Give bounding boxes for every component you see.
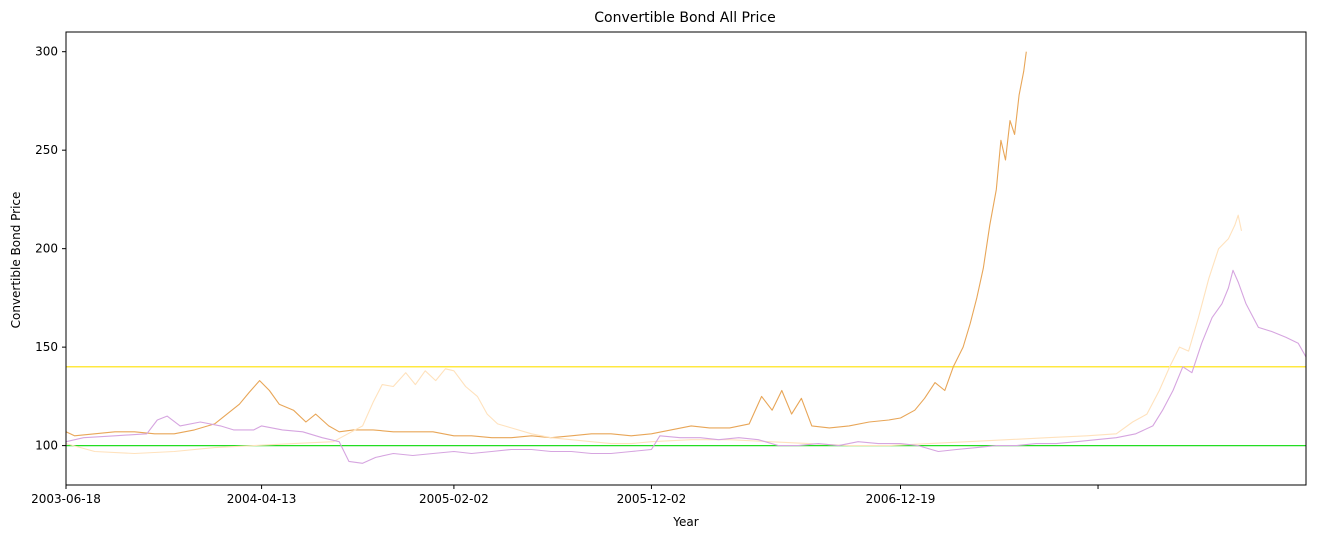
series-line-1 <box>66 51 1027 439</box>
chart-title: Convertible Bond All Price <box>594 10 775 26</box>
x-tick-label-1: 2004-04-13 <box>227 492 297 506</box>
x-tick-label-3: 2005-12-02 <box>617 492 687 506</box>
y-tick-label-200: 200 <box>35 242 58 256</box>
y-tick-label-150: 150 <box>35 340 58 354</box>
y-axis-label: Convertible Bond Price <box>9 192 23 329</box>
x-axis-label: Year <box>672 515 698 529</box>
x-tick-label-2: 2005-02-02 <box>419 492 489 506</box>
y-tick-label-100: 100 <box>35 439 58 453</box>
x-tick-label-4: 2006-12-19 <box>866 492 936 506</box>
series-line-2 <box>66 214 1243 455</box>
plot-area <box>66 51 1306 464</box>
series-line-3 <box>66 269 1306 464</box>
y-tick-label-300: 300 <box>35 45 58 59</box>
plot-frame <box>65 31 1307 486</box>
y-tick-label-250: 250 <box>35 143 58 157</box>
x-tick-label-0: 2003-06-18 <box>31 492 101 506</box>
x-axis: 2003-06-18 2004-04-13 2005-02-02 2005-12-02… <box>31 485 1099 506</box>
y-axis: 100 150 200 250 300 <box>35 45 66 453</box>
